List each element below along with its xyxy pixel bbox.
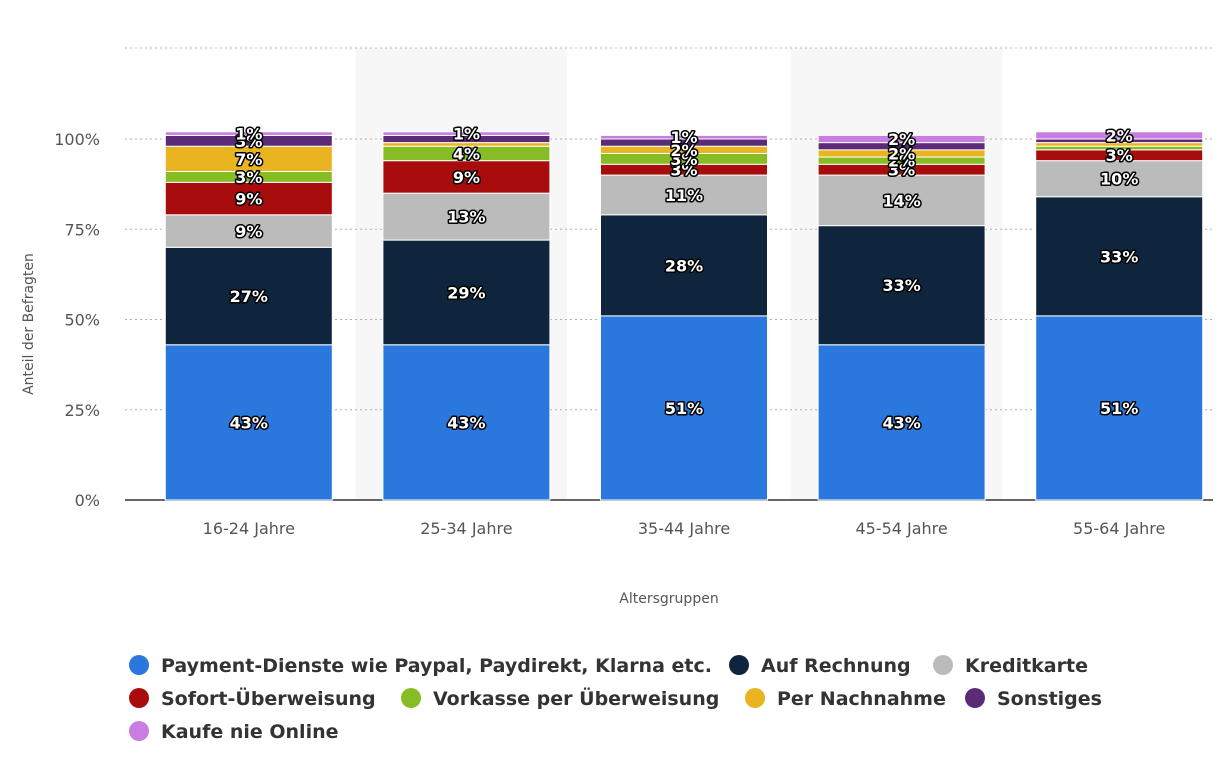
data-label: 51% [1100, 399, 1138, 418]
data-label: 33% [1100, 247, 1138, 266]
bar-segment [817, 174, 986, 227]
data-label: 2% [888, 130, 915, 149]
legend-item[interactable]: Sonstiges [965, 688, 1102, 710]
bar-segment [1035, 160, 1204, 198]
y-tick-label: 25% [64, 401, 100, 420]
data-label: 43% [230, 413, 268, 432]
data-label: 27% [230, 287, 268, 306]
bar-segment [600, 134, 768, 140]
data-label: 10% [1100, 170, 1138, 189]
x-tick-label: 35-44 Jahre [638, 519, 730, 538]
data-label: 3% [235, 132, 262, 151]
bar-segment [164, 246, 333, 346]
data-label: 4% [453, 144, 480, 163]
x-tick-label: 55-64 Jahre [1073, 519, 1165, 538]
legend-label: Auf Rechnung [761, 655, 911, 677]
legend-label: Kaufe nie Online [161, 721, 339, 743]
bar-segment [817, 134, 986, 144]
data-label: 14% [882, 191, 920, 210]
data-label: 1% [670, 128, 697, 147]
bar-segment [1035, 315, 1204, 501]
legend-label: Payment-Dienste wie Paypal, Paydirekt, K… [161, 655, 712, 677]
x-axis-ticks: 16-24 Jahre 25-34 Jahre 35-44 Jahre 45-54 J… [203, 519, 1166, 538]
bar-segment [382, 192, 551, 241]
data-label: 51% [665, 399, 703, 418]
bar-segment [817, 344, 986, 501]
data-label: 2% [888, 152, 915, 171]
x-tick-label: 16-24 Jahre [203, 519, 295, 538]
legend-marker [129, 688, 149, 708]
bar-segment [1035, 196, 1204, 317]
data-label: 9% [453, 168, 480, 187]
y-tick-label: 0% [75, 491, 100, 510]
data-label: 2% [670, 141, 697, 160]
legend-item[interactable]: Kreditkarte [933, 655, 1088, 677]
data-label: 2% [888, 144, 915, 163]
y-tick-label: 50% [64, 311, 100, 330]
bar-segment [600, 174, 768, 216]
data-label: 3% [670, 150, 697, 169]
data-label: 43% [882, 413, 920, 432]
data-label: 28% [665, 256, 703, 275]
data-label: 9% [235, 190, 262, 209]
y-axis-ticks: 0% 25% 50% 75% 100% [54, 130, 100, 510]
bar-segment [164, 181, 333, 216]
legend-label: Per Nachnahme [777, 688, 946, 710]
legend-label: Kreditkarte [965, 655, 1088, 677]
bar-segment [600, 315, 768, 501]
legend-item[interactable]: Per Nachnahme [745, 688, 946, 710]
legend-marker [129, 655, 149, 675]
y-axis-title: Anteil der Befragten [21, 253, 37, 395]
data-label: 11% [665, 186, 703, 205]
data-label: 9% [235, 222, 262, 241]
bar-segment [382, 344, 551, 501]
bar-segment [164, 344, 333, 501]
x-tick-label: 25-34 Jahre [420, 519, 512, 538]
legend-marker [965, 688, 985, 708]
bar-segment [600, 214, 768, 317]
data-label: 3% [670, 161, 697, 180]
legend-label: Vorkasse per Überweisung [433, 686, 719, 710]
data-label: 33% [882, 276, 920, 295]
x-tick-label: 45-54 Jahre [855, 519, 947, 538]
bar-segment [1035, 131, 1204, 140]
data-label: 43% [447, 413, 485, 432]
legend-item[interactable]: Sofort-Überweisung [129, 686, 376, 710]
data-label: 3% [1106, 146, 1133, 165]
legend-item[interactable]: Auf Rechnung [729, 655, 911, 677]
bars [164, 131, 1204, 501]
legend-marker [933, 655, 953, 675]
data-label: 13% [447, 208, 485, 227]
data-label: 2% [1106, 126, 1133, 145]
legend-marker [729, 655, 749, 675]
bar-segment [382, 160, 551, 194]
data-label: 1% [235, 125, 262, 144]
bar-segment [164, 131, 333, 136]
data-label: 7% [235, 150, 262, 169]
data-label: 29% [447, 283, 485, 302]
x-axis-title: Altersgruppen [619, 591, 718, 607]
bar-segment [382, 239, 551, 346]
data-label: 1% [453, 125, 480, 144]
legend-item[interactable]: Kaufe nie Online [129, 721, 339, 743]
legend-marker [129, 721, 149, 741]
legend-item[interactable]: Payment-Dienste wie Paypal, Paydirekt, K… [129, 655, 712, 677]
legend-marker [745, 688, 765, 708]
bar-segment [817, 225, 986, 346]
y-tick-label: 75% [64, 220, 100, 239]
bar-segment [382, 131, 551, 136]
data-label: 3% [235, 168, 262, 187]
legend-marker [401, 688, 421, 708]
y-tick-label: 100% [54, 130, 100, 149]
legend-label: Sonstiges [997, 688, 1102, 710]
data-label: 3% [888, 161, 915, 180]
legend-item[interactable]: Vorkasse per Überweisung [401, 686, 719, 710]
legend: Payment-Dienste wie Paypal, Paydirekt, K… [129, 655, 1102, 743]
bar-segment [164, 145, 333, 172]
legend-label: Sofort-Überweisung [161, 686, 376, 710]
data-labels: 43%27%9%9%3%7%3%1%43%29%13%9%4%1%51%28%1… [228, 123, 1140, 434]
